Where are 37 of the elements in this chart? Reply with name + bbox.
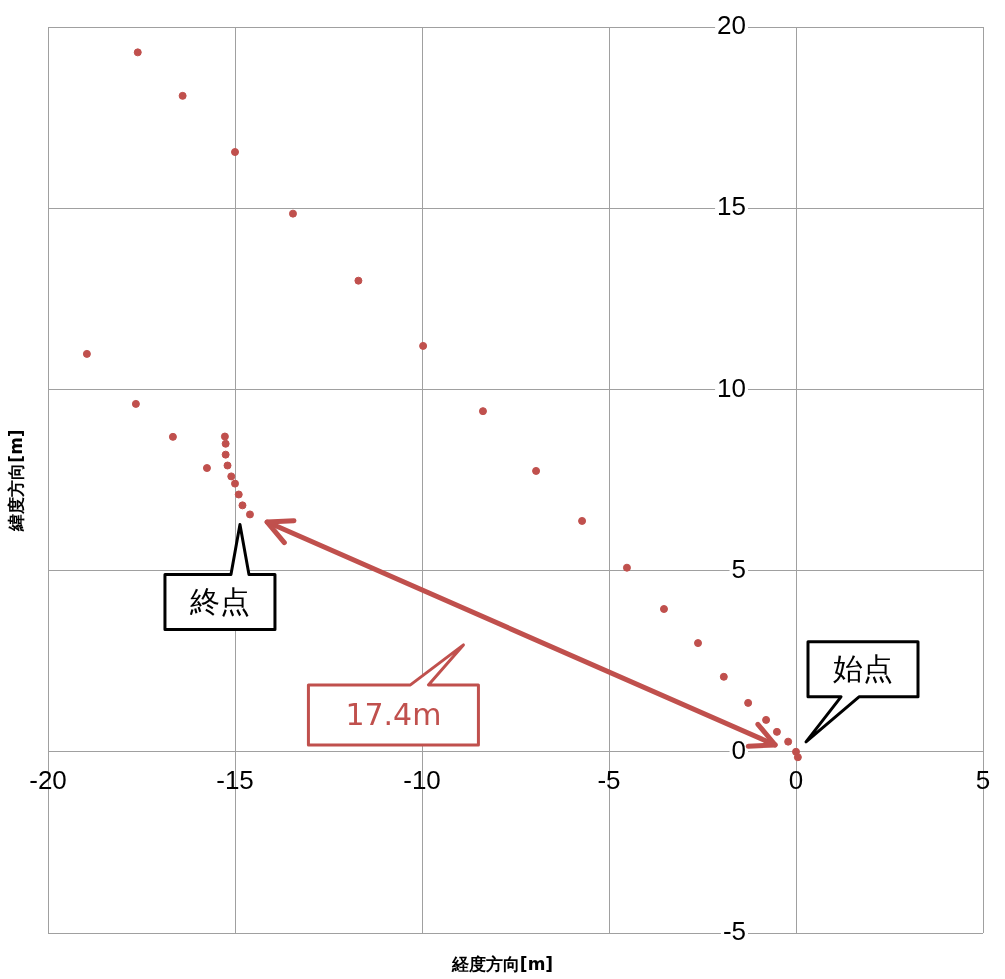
point (532, 466, 541, 475)
point (231, 148, 239, 157)
y-axis-title: 緯度方向[m] (4, 429, 27, 531)
x-tick-label: -20 (29, 764, 67, 795)
point (223, 461, 232, 470)
point (178, 91, 187, 100)
x-tick-label: 0 (788, 764, 804, 795)
point (231, 479, 239, 488)
point (793, 753, 802, 762)
x-tick-label: -15 (216, 764, 254, 795)
point (202, 464, 211, 473)
annotation: 終点 (189, 583, 250, 619)
x-tick-label: 5 (975, 764, 991, 795)
x-tick-label: -5 (597, 764, 621, 795)
y-tick-label: 10 (717, 372, 746, 403)
point (234, 490, 243, 499)
y-tick-label: 15 (717, 191, 746, 222)
point (478, 407, 487, 416)
point (131, 399, 140, 408)
point (221, 450, 230, 459)
point (220, 432, 229, 441)
point (168, 432, 177, 441)
point (221, 439, 230, 448)
point (245, 510, 254, 519)
point (82, 349, 91, 358)
y-tick-label: 20 (717, 10, 746, 41)
point (133, 48, 142, 57)
point (354, 276, 363, 285)
y-tick-label: -5 (722, 916, 746, 947)
point (784, 737, 793, 746)
x-tick-label: -10 (403, 764, 441, 795)
x-axis-title: 経度方向[m] (450, 953, 555, 976)
point (227, 472, 236, 481)
point (288, 209, 297, 218)
annotation: 始点 (833, 651, 893, 687)
point (419, 341, 428, 350)
point (238, 501, 247, 510)
